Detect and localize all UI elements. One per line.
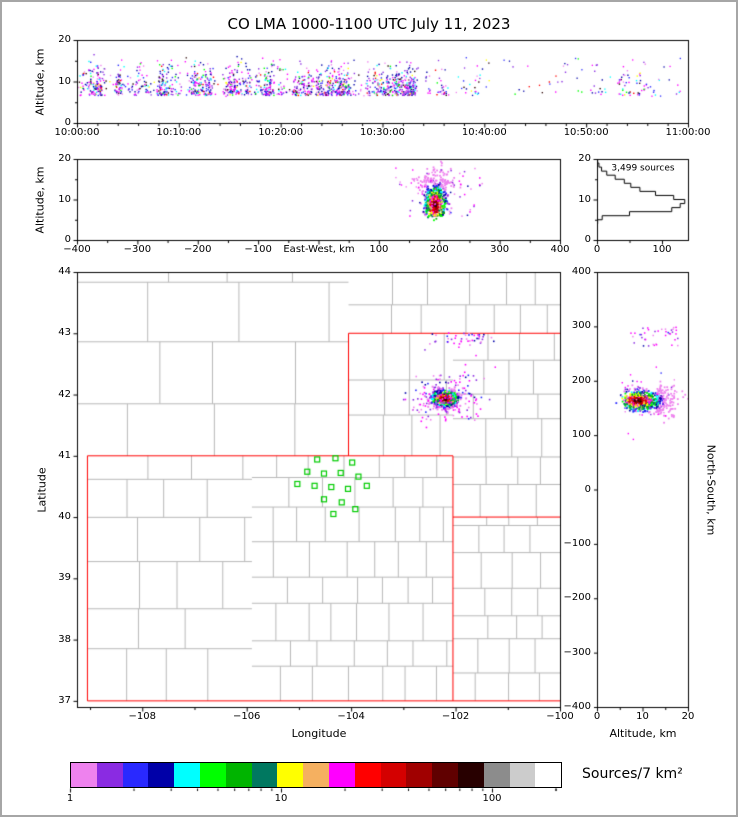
colorbar-cell bbox=[251, 763, 278, 787]
ew-panel-y-label: Altitude, km bbox=[33, 166, 47, 234]
colorbar-cell bbox=[483, 763, 510, 787]
altitude-axis-tick: 20 bbox=[58, 34, 71, 45]
colorbar-cell bbox=[277, 763, 304, 787]
colorbar-cell bbox=[432, 763, 458, 787]
ns-axis-tick: −100 bbox=[563, 537, 591, 549]
latitude-tick: 41 bbox=[58, 449, 71, 461]
altitude-axis-tick: 10 bbox=[58, 75, 71, 87]
colorbar-cell bbox=[457, 763, 484, 787]
ew-axis-tick: −300 bbox=[123, 244, 152, 255]
figure-title: CO LMA 1000-1100 UTC July 11, 2023 bbox=[227, 15, 511, 33]
altitude-axis-tick: 10 bbox=[58, 193, 71, 205]
altitude-axis-tick: 20 bbox=[681, 711, 695, 722]
ew-axis-tick: −100 bbox=[244, 244, 272, 255]
colorbar-cell bbox=[148, 763, 175, 787]
altitude-axis-tick: 20 bbox=[578, 153, 591, 164]
latitude-tick: 37 bbox=[58, 694, 71, 706]
latitude-tick: 38 bbox=[58, 633, 71, 645]
ew-axis-tick: −200 bbox=[184, 244, 212, 255]
altitude-axis-tick: 0 bbox=[64, 234, 71, 245]
altitude-axis-tick: 10 bbox=[636, 711, 649, 722]
time-axis-tick: 10:10:00 bbox=[156, 127, 202, 138]
time-panel-y-label: Altitude, km bbox=[33, 48, 47, 116]
ew-axis-tick: 300 bbox=[490, 244, 510, 255]
colorbar-cell bbox=[509, 763, 536, 787]
colorbar-cell bbox=[174, 763, 200, 787]
time-axis-tick: 10:00:00 bbox=[54, 127, 100, 138]
colorbar-cell bbox=[225, 763, 252, 787]
colorbar-cell bbox=[535, 763, 562, 787]
time-axis-tick: 11:00:00 bbox=[665, 127, 711, 138]
histogram-count-tick: 0 bbox=[593, 244, 601, 255]
colorbar-cell bbox=[122, 763, 149, 787]
histogram-count-tick: 100 bbox=[652, 244, 672, 255]
altitude-axis-tick: 0 bbox=[584, 234, 591, 245]
colorbar-cell bbox=[71, 763, 97, 787]
ns-axis-tick: 300 bbox=[571, 320, 591, 332]
time-axis-tick: 10:20:00 bbox=[258, 127, 304, 138]
colorbar-tick: 10 bbox=[274, 793, 288, 804]
colorbar-cell bbox=[406, 763, 433, 787]
altitude-axis-tick: 10 bbox=[578, 193, 591, 205]
colorbar-cell bbox=[303, 763, 329, 787]
time-height-panel bbox=[77, 40, 688, 123]
longitude-tick: −108 bbox=[128, 711, 156, 722]
longitude-tick: −106 bbox=[232, 711, 261, 722]
ew-axis-tick: 200 bbox=[429, 244, 449, 255]
altitude-axis-tick: 20 bbox=[58, 153, 71, 164]
colorbar-cell bbox=[199, 763, 226, 787]
altitude-axis-tick: 0 bbox=[64, 117, 71, 128]
ns-panel-y-label: North-South, km bbox=[704, 444, 718, 536]
ns-axis-tick: 400 bbox=[571, 266, 591, 277]
latitude-tick: 39 bbox=[58, 572, 71, 584]
colorbar-tick: 1 bbox=[66, 793, 74, 804]
map-y-label: Latitude bbox=[35, 467, 49, 513]
ns-axis-tick: 0 bbox=[584, 483, 591, 495]
map-x-label: Longitude bbox=[291, 727, 347, 740]
north-south-height-panel bbox=[597, 272, 688, 707]
latitude-tick: 42 bbox=[58, 388, 71, 400]
colorbar-tick: 100 bbox=[482, 793, 502, 804]
colorbar-cell bbox=[96, 763, 123, 787]
latitude-tick: 43 bbox=[58, 327, 71, 339]
time-axis-tick: 10:30:00 bbox=[360, 127, 405, 138]
ns-panel-x-label: Altitude, km bbox=[609, 727, 677, 740]
source-count-annotation: 3,499 sources bbox=[611, 163, 675, 174]
ew-panel-x-label: East-West, km bbox=[283, 244, 355, 255]
ew-axis-tick: −400 bbox=[63, 244, 91, 255]
latitude-tick: 44 bbox=[58, 266, 71, 277]
colorbar-cell bbox=[380, 763, 407, 787]
colorbar-label: Sources/7 km² bbox=[582, 766, 683, 782]
latitude-tick: 40 bbox=[58, 511, 71, 523]
colorbar bbox=[70, 762, 562, 788]
longitude-tick: −100 bbox=[546, 711, 574, 722]
east-west-height-panel bbox=[77, 159, 560, 240]
ns-axis-tick: −200 bbox=[563, 592, 591, 604]
longitude-tick: −104 bbox=[337, 711, 365, 722]
colorbar-cell bbox=[328, 763, 355, 787]
time-axis-tick: 10:50:00 bbox=[563, 127, 609, 138]
time-axis-tick: 10:40:00 bbox=[461, 127, 507, 138]
ns-axis-tick: 100 bbox=[571, 429, 591, 441]
altitude-axis-tick: 0 bbox=[593, 711, 601, 722]
colorbar-cell bbox=[354, 763, 381, 787]
ns-axis-tick: −300 bbox=[563, 646, 591, 658]
map-panel bbox=[77, 272, 560, 707]
ew-axis-tick: 400 bbox=[550, 244, 570, 255]
ns-axis-tick: −400 bbox=[563, 701, 591, 712]
ew-axis-tick: 100 bbox=[369, 244, 389, 255]
longitude-tick: −102 bbox=[441, 711, 470, 722]
ns-axis-tick: 200 bbox=[571, 374, 591, 386]
